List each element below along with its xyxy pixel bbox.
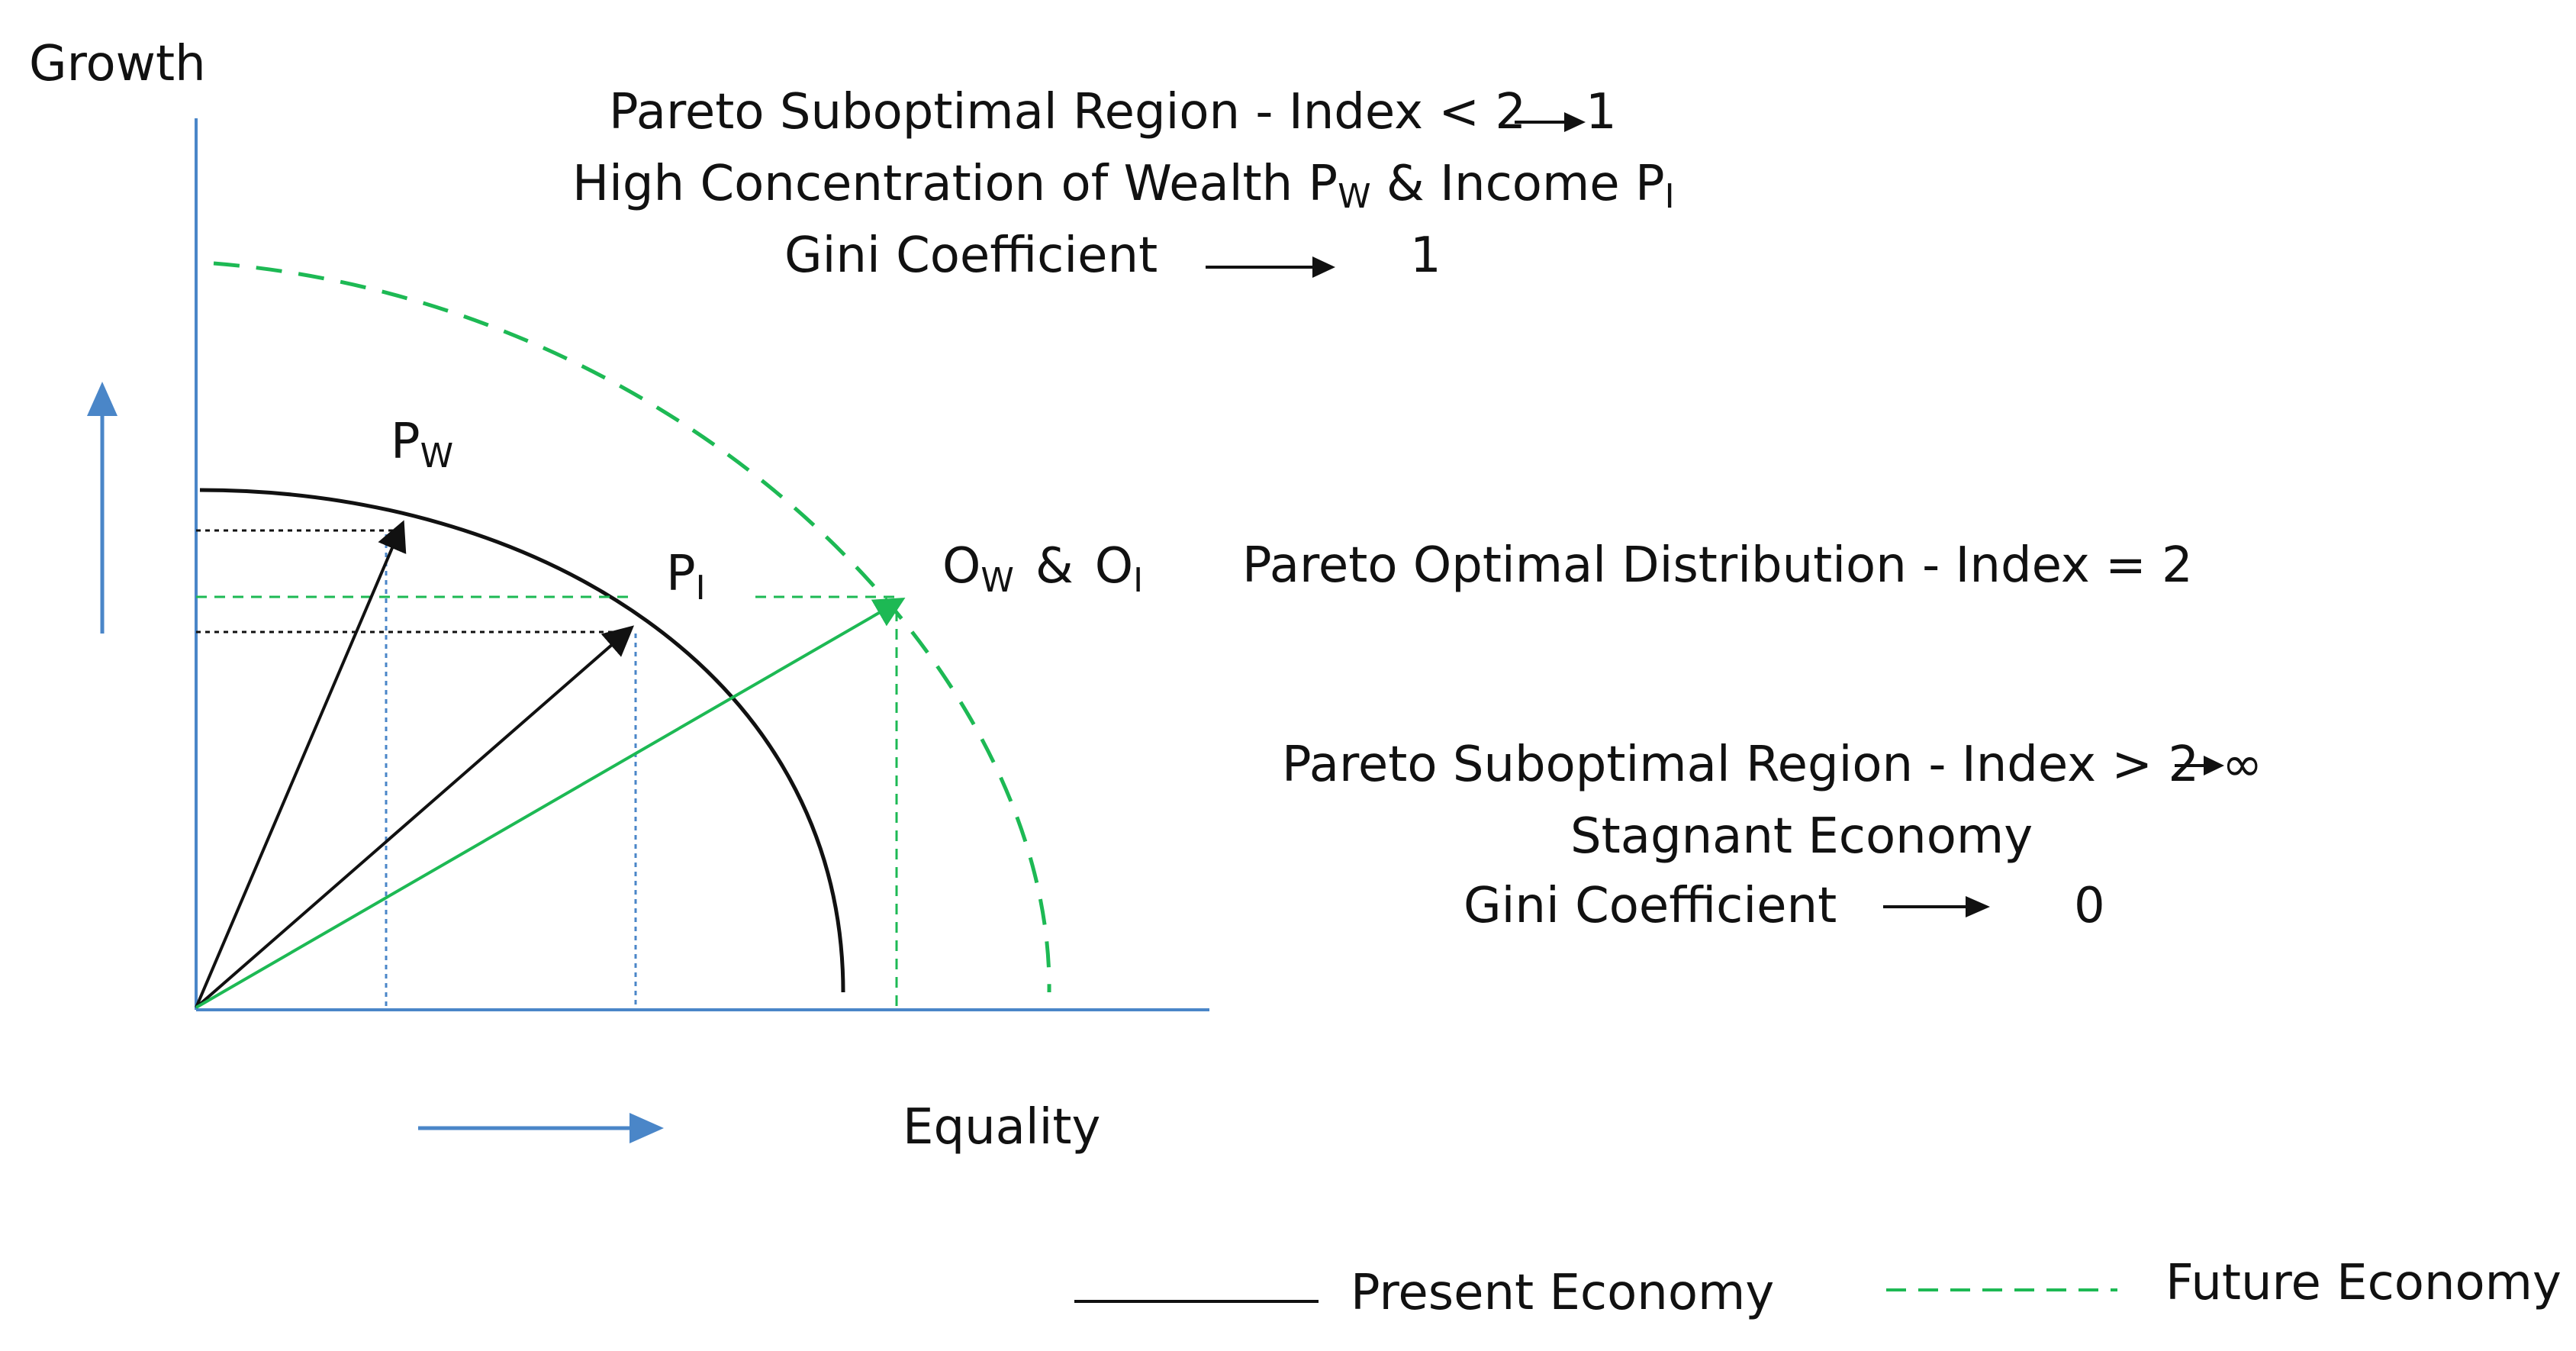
pi-label: PI <box>666 546 706 608</box>
present-economy-curve <box>199 488 845 993</box>
bottom-annotation-line1-value: ∞ <box>2222 737 2262 793</box>
pw-label: PW <box>391 414 453 476</box>
growth-direction-arrow <box>87 382 118 634</box>
bottom-annotation-line3-value: 0 <box>2074 878 2105 934</box>
top-annotation-line2: High Concentration of Wealth PW & Income… <box>572 156 1675 216</box>
middle-annotation: Pareto Optimal Distribution - Index = 2 <box>1242 537 2193 594</box>
bottom-annotation-line3-label: Gini Coefficient <box>1463 878 1837 934</box>
bottom-annotation-line2: Stagnant Economy <box>1570 808 2033 865</box>
legend: Present Economy Future Economy <box>1074 1255 2562 1321</box>
top-annotation-line1-value: 1 <box>1586 84 1617 140</box>
top-annotation-line3-arrow <box>1206 256 1335 278</box>
top-annotation-line3-label: Gini Coefficient <box>784 227 1158 284</box>
pw-vector <box>195 520 407 1008</box>
bottom-annotation-line1-arrow <box>2175 756 2224 775</box>
top-annotation-line1-arrow <box>1515 112 1586 132</box>
equality-direction-arrow <box>418 1113 664 1143</box>
legend-present-label: Present Economy <box>1351 1265 1774 1321</box>
legend-future-label: Future Economy <box>2165 1255 2562 1311</box>
top-annotation-line3-value: 1 <box>1410 227 1441 284</box>
bottom-annotation-line1: Pareto Suboptimal Region - Index > 2 <box>1282 737 2199 793</box>
optimal-point-label: OW & OI <box>942 538 1143 600</box>
optimal-vector <box>195 597 906 1009</box>
future-economy-curve <box>213 261 1051 993</box>
bottom-annotation-line3-arrow <box>1883 896 1990 917</box>
x-axis-label: Equality <box>903 1099 1100 1156</box>
top-annotation-line1: Pareto Suboptimal Region - Index < 2 <box>609 84 1526 140</box>
y-axis-label: Growth <box>29 36 206 92</box>
pi-vector <box>195 625 635 1009</box>
